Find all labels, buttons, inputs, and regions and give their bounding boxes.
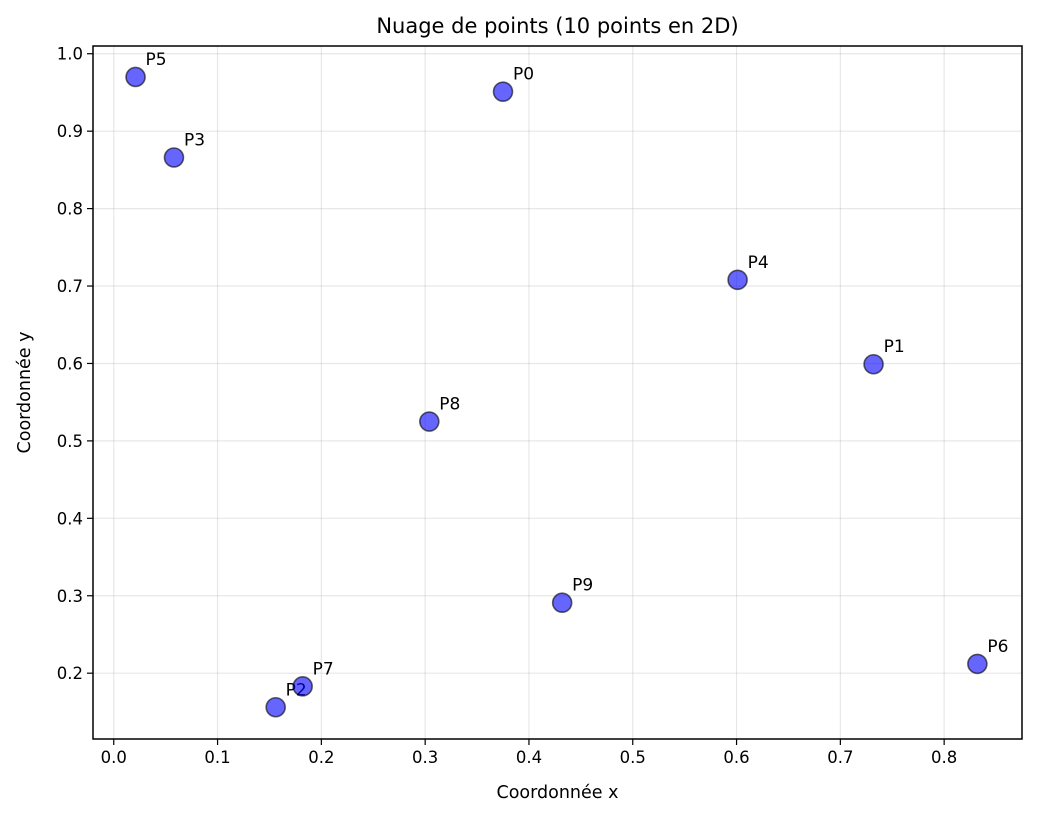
y-axis-label: Coordonnée y <box>15 332 35 454</box>
point-label-p0: P0 <box>513 65 534 85</box>
x-axis-label: Coordonnée x <box>497 783 619 803</box>
scatter-point-p7 <box>292 676 313 697</box>
data-points: P0P1P2P3P4P5P6P7P8P9 <box>125 50 1008 718</box>
chart-title: Nuage de points (10 points en 2D) <box>376 14 738 38</box>
x-tick-label: 0.2 <box>308 748 334 767</box>
y-tick-label: 1.0 <box>57 45 83 64</box>
y-tick-label: 0.5 <box>57 432 83 451</box>
x-tick-label: 0.5 <box>620 748 646 767</box>
scatter-point-p1 <box>863 353 884 375</box>
x-tick-label: 0.8 <box>931 748 957 767</box>
y-tick-label: 0.7 <box>57 277 83 296</box>
scatter-point-p0 <box>492 81 514 102</box>
x-tick-label: 0.6 <box>723 748 749 767</box>
x-tick-label: 0.7 <box>827 748 853 767</box>
y-tick-label: 0.3 <box>57 587 83 606</box>
scatter-point-p3 <box>163 147 185 168</box>
point-label-p7: P7 <box>313 659 334 679</box>
point-label-p3: P3 <box>184 130 205 150</box>
scatter-point-p5 <box>125 66 146 88</box>
point-label-p4: P4 <box>748 253 769 273</box>
y-tick-label: 0.6 <box>57 354 83 373</box>
point-label-p5: P5 <box>146 50 167 70</box>
scatter-point-p4 <box>727 269 748 291</box>
point-label-p9: P9 <box>572 576 593 596</box>
scatter-point-p8 <box>419 411 440 432</box>
scatter-point-p9 <box>551 592 573 614</box>
point-label-p6: P6 <box>987 637 1008 657</box>
scatter-point-p6 <box>967 653 988 675</box>
y-tick-label: 0.2 <box>57 664 83 683</box>
axis-ticks: 0.0 0.1 0.2 0.3 0.4 0.5 0.6 0.7 0.8 0.2 0.3 0.4 0.5 0… <box>57 45 958 767</box>
x-tick-label: 0.4 <box>516 748 542 767</box>
x-tick-label: 0.3 <box>412 748 438 767</box>
x-tick-label: 0.1 <box>204 748 230 767</box>
plot-frame <box>92 45 1023 740</box>
point-label-p8: P8 <box>439 395 460 415</box>
y-tick-label: 0.4 <box>57 509 83 528</box>
point-label-p1: P1 <box>884 337 905 357</box>
scatter-point-p2 <box>265 696 286 718</box>
x-tick-label: 0.0 <box>101 748 127 767</box>
y-tick-label: 0.8 <box>57 200 83 219</box>
y-tick-label: 0.9 <box>57 122 83 141</box>
